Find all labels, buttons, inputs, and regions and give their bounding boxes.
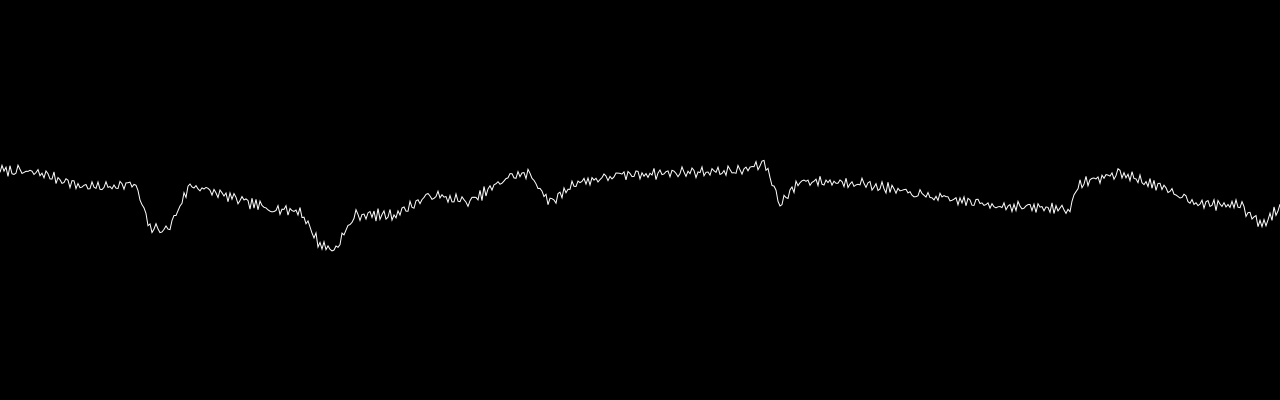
series-layer (0, 159, 1280, 252)
series-line-0 (0, 159, 1280, 252)
